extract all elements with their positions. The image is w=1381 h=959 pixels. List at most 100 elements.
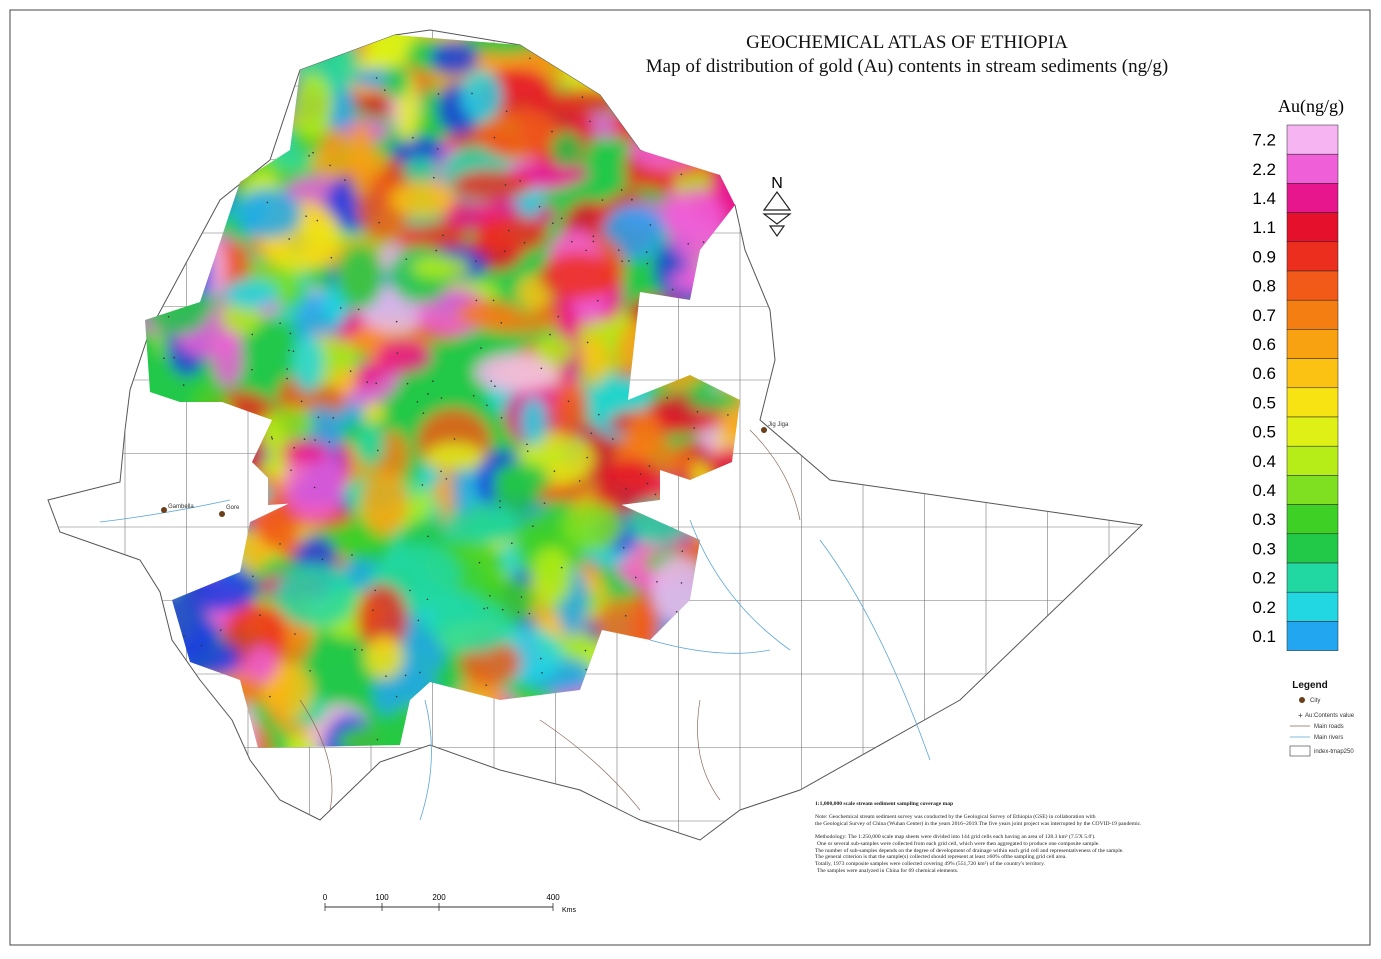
sample-point bbox=[693, 427, 695, 429]
sample-point bbox=[625, 488, 627, 490]
scale-label: 100 bbox=[375, 893, 389, 902]
sample-point bbox=[409, 589, 411, 592]
city-marker bbox=[161, 507, 167, 513]
sample-point bbox=[539, 657, 542, 660]
sample-point bbox=[154, 642, 156, 644]
map-subtitle: Map of distribution of gold (Au) content… bbox=[646, 56, 1168, 77]
heat-blob bbox=[477, 107, 561, 160]
north-arrow: N bbox=[762, 175, 792, 238]
color-swatch bbox=[1286, 329, 1339, 359]
sample-point bbox=[486, 607, 489, 609]
sample-point bbox=[541, 672, 543, 674]
color-scale-label: 0.4 bbox=[1252, 452, 1276, 471]
sample-point bbox=[617, 249, 620, 252]
sample-point bbox=[375, 382, 378, 385]
color-scale: Au(ng/g) 7.2 2.2 1.4 1.1 0.9 0.8 0.7 0.6 0.6 0.5 0… bbox=[1252, 96, 1344, 651]
sample-point bbox=[526, 443, 528, 446]
color-scale-label: 2.2 bbox=[1252, 160, 1276, 179]
sample-point bbox=[266, 201, 269, 204]
heat-blob bbox=[145, 667, 202, 695]
heat-blob bbox=[477, 310, 556, 334]
sample-point bbox=[435, 249, 438, 252]
city-marker bbox=[219, 511, 225, 517]
heat-blob bbox=[145, 215, 174, 266]
sample-point bbox=[330, 256, 333, 259]
sample-point bbox=[396, 352, 399, 354]
color-scale-label: 0.6 bbox=[1252, 364, 1276, 383]
heat-blob bbox=[474, 353, 557, 392]
heat-blob bbox=[513, 161, 589, 187]
sample-point bbox=[185, 176, 187, 179]
legend-item: Au:Contents value bbox=[1305, 713, 1355, 719]
sample-point bbox=[696, 411, 699, 413]
sample-point bbox=[601, 199, 604, 201]
heat-blob bbox=[602, 204, 666, 261]
sample-point bbox=[366, 381, 369, 383]
sample-point bbox=[523, 241, 526, 244]
heat-blob bbox=[279, 439, 330, 465]
sample-point bbox=[519, 180, 521, 182]
city-label: Jig Jiga bbox=[768, 422, 789, 428]
note-line: Note: Geochemical stream sediment survey… bbox=[815, 813, 1096, 820]
sample-point bbox=[671, 288, 674, 291]
sample-point bbox=[293, 447, 296, 449]
color-swatch bbox=[1286, 387, 1339, 418]
color-scale-label: 0.2 bbox=[1252, 569, 1276, 588]
sample-point bbox=[532, 525, 534, 527]
sample-point bbox=[432, 380, 434, 383]
color-swatch bbox=[1286, 416, 1339, 447]
sample-point bbox=[440, 470, 442, 473]
sample-point bbox=[158, 651, 161, 654]
sample-point bbox=[592, 240, 595, 243]
heat-blob bbox=[451, 463, 473, 515]
sample-point bbox=[499, 506, 501, 509]
sample-point bbox=[702, 241, 705, 244]
sample-point bbox=[500, 416, 503, 419]
legend-title: Legend bbox=[1292, 680, 1328, 691]
sample-point bbox=[639, 473, 642, 475]
sample-point bbox=[286, 377, 288, 380]
heat-blob bbox=[145, 35, 171, 61]
heat-blob bbox=[391, 136, 445, 167]
color-scale-label: 0.6 bbox=[1252, 335, 1276, 354]
sample-point bbox=[317, 416, 320, 419]
sample-point bbox=[197, 231, 199, 234]
svg-text:+: + bbox=[1298, 711, 1303, 720]
sample-point bbox=[405, 258, 408, 260]
heat-blob bbox=[425, 442, 485, 471]
heat-blob bbox=[145, 667, 160, 728]
color-scale-label: 0.5 bbox=[1252, 423, 1276, 442]
heat-blob bbox=[580, 336, 608, 386]
sample-point bbox=[480, 347, 482, 349]
sample-point bbox=[292, 350, 295, 353]
heat-blob bbox=[411, 256, 471, 279]
sample-point bbox=[526, 450, 529, 452]
sample-point bbox=[279, 543, 281, 545]
sample-point bbox=[634, 576, 637, 579]
heat-blob bbox=[161, 35, 197, 59]
heat-blob bbox=[362, 402, 385, 424]
sample-point bbox=[624, 614, 627, 617]
sample-point bbox=[584, 649, 587, 652]
sample-point bbox=[485, 684, 488, 686]
sample-point bbox=[628, 260, 630, 262]
note-line: Methodology: The 1:250,000 scale map she… bbox=[815, 833, 1096, 840]
sample-point bbox=[251, 333, 254, 336]
sample-point bbox=[656, 580, 658, 583]
sample-point bbox=[152, 610, 155, 612]
color-swatch bbox=[1286, 241, 1339, 272]
color-swatch bbox=[1286, 153, 1339, 184]
heat-blob bbox=[385, 64, 410, 98]
heat-blob bbox=[177, 739, 211, 748]
sample-point bbox=[645, 251, 648, 253]
legend-item: City bbox=[1310, 698, 1320, 704]
color-scale-label: 0.3 bbox=[1252, 539, 1276, 558]
sample-point bbox=[426, 598, 429, 601]
heat-blob bbox=[145, 711, 216, 748]
sample-point bbox=[557, 315, 560, 318]
sample-point bbox=[336, 51, 339, 53]
sample-point bbox=[289, 332, 292, 335]
sample-point bbox=[553, 470, 556, 472]
sample-point bbox=[406, 382, 409, 385]
